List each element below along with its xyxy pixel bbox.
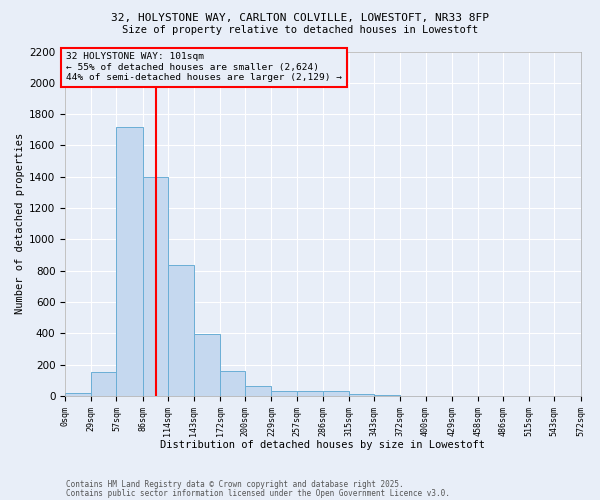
Text: Contains public sector information licensed under the Open Government Licence v3: Contains public sector information licen…	[66, 488, 450, 498]
Bar	[65, 393, 91, 396]
Bar	[245, 386, 271, 396]
Bar	[296, 392, 323, 396]
Bar	[220, 371, 245, 396]
X-axis label: Distribution of detached houses by size in Lowestoft: Distribution of detached houses by size …	[160, 440, 485, 450]
Bar	[143, 177, 168, 396]
Bar	[194, 334, 220, 396]
Text: Contains HM Land Registry data © Crown copyright and database right 2025.: Contains HM Land Registry data © Crown c…	[66, 480, 404, 489]
Bar	[271, 390, 296, 396]
Bar	[374, 394, 400, 396]
Bar	[168, 266, 194, 396]
Bar	[323, 392, 349, 396]
Text: 32, HOLYSTONE WAY, CARLTON COLVILLE, LOWESTOFT, NR33 8FP: 32, HOLYSTONE WAY, CARLTON COLVILLE, LOW…	[111, 12, 489, 22]
Text: Size of property relative to detached houses in Lowestoft: Size of property relative to detached ho…	[122, 25, 478, 35]
Bar	[91, 372, 116, 396]
Y-axis label: Number of detached properties: Number of detached properties	[15, 133, 25, 314]
Text: 32 HOLYSTONE WAY: 101sqm
← 55% of detached houses are smaller (2,624)
44% of sem: 32 HOLYSTONE WAY: 101sqm ← 55% of detach…	[66, 52, 342, 82]
Bar	[116, 126, 143, 396]
Bar	[349, 394, 374, 396]
